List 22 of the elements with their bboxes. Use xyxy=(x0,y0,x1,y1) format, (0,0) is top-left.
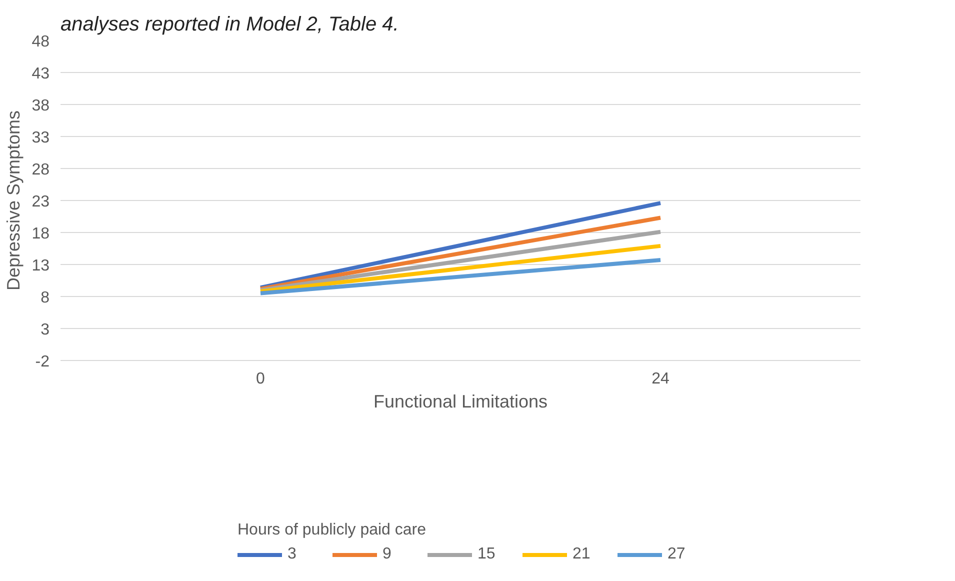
legend-title: Hours of publicly paid care xyxy=(237,521,428,540)
y-tick-label: 23 xyxy=(32,194,50,210)
legend-label: 21 xyxy=(572,545,592,564)
legend-label: 9 xyxy=(382,545,392,564)
legend-label: 3 xyxy=(287,545,298,564)
x-tick-label: 24 xyxy=(652,370,670,388)
y-tick-label: 3 xyxy=(40,322,50,338)
y-tick-label: 8 xyxy=(40,290,50,306)
y-tick-label: 18 xyxy=(32,226,50,242)
y-tick-label: 33 xyxy=(32,130,50,146)
y-tick-label: 43 xyxy=(32,66,50,82)
x-tick-label: 0 xyxy=(256,370,266,388)
chart-title: analyses reported in Model 2, Table 4. xyxy=(60,14,399,36)
x-axis-title: Functional Limitations xyxy=(373,392,548,412)
y-tick-label: 13 xyxy=(32,258,50,274)
y-tick-label: 28 xyxy=(32,162,50,178)
y-tick-label: 38 xyxy=(32,98,50,114)
legend-label: 27 xyxy=(667,545,686,564)
y-tick-label: 48 xyxy=(32,34,50,50)
y-axis-title: Depressive Symptoms xyxy=(4,110,24,291)
legend-label: 15 xyxy=(477,545,496,564)
y-tick-label: -2 xyxy=(35,354,50,370)
